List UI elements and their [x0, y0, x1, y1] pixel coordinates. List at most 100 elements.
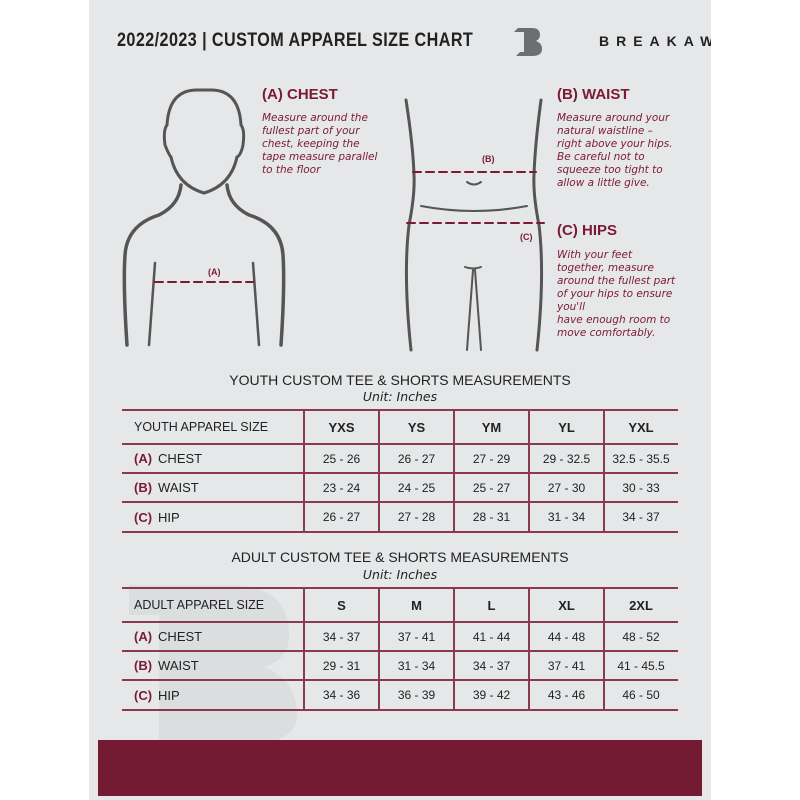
measurement-value: 41 - 45.5 — [617, 658, 665, 673]
column-divider — [453, 587, 455, 709]
row-label-cell: (A) CHEST — [122, 445, 304, 472]
measure-tag: (B) — [134, 658, 153, 673]
measurement-value: 36 - 39 — [397, 688, 436, 702]
value-cell: 31 - 34 — [529, 503, 604, 531]
measurement-value: 48 - 52 — [622, 629, 660, 644]
row-label-cell: (A) CHEST — [122, 623, 304, 650]
value-cell: 28 - 31 — [454, 503, 529, 531]
column-divider — [603, 409, 605, 531]
size-label: YS — [407, 419, 426, 435]
value-cell: 25 - 27 — [454, 474, 529, 501]
size-header-cell: YS — [379, 411, 454, 443]
measurement-value: 30 - 33 — [622, 480, 660, 495]
value-cell: 29 - 32.5 — [529, 445, 604, 472]
row-label-cell: (B) WAIST — [122, 474, 304, 501]
value-cell: 25 - 26 — [304, 445, 379, 472]
value-cell: 34 - 37 — [454, 652, 529, 679]
measurement-value: 39 - 42 — [472, 688, 511, 702]
waist-heading: (B) WAIST — [557, 86, 630, 103]
value-cell: 37 - 41 — [529, 652, 604, 679]
value-cell: 31 - 34 — [379, 652, 454, 679]
measure-tag: (A) — [134, 451, 153, 466]
adult-table-title: ADULT CUSTOM TEE & SHORTS MEASUREMENTS — [231, 549, 569, 565]
value-cell: 26 - 27 — [304, 503, 379, 531]
measure-tag: (A) — [134, 629, 153, 644]
measure-label: HIP — [158, 509, 180, 525]
value-cell: 27 - 29 — [454, 445, 529, 472]
waist-description: Measure around your natural waistline – … — [557, 112, 673, 189]
brand-name: BREAKAWAY — [599, 33, 711, 49]
measurement-value: 23 - 24 — [322, 480, 361, 495]
value-cell: 29 - 31 — [304, 652, 379, 679]
value-cell: 41 - 44 — [454, 623, 529, 650]
value-cell: 44 - 48 — [529, 623, 604, 650]
table-rule — [122, 587, 678, 589]
measure-label: HIP — [158, 687, 180, 703]
table-rule — [122, 679, 678, 681]
table-rule — [122, 621, 678, 623]
row-label-cell: (C) HIP — [122, 503, 304, 531]
waist-marker: (B) — [482, 154, 495, 164]
size-chart-page: 2022/2023 | CUSTOM APPAREL SIZE CHART BR… — [89, 0, 711, 800]
measure-tag: (C) — [134, 509, 153, 525]
measurement-value: 34 - 37 — [472, 658, 511, 673]
size-header-cell: YXL — [604, 411, 678, 443]
value-cell: 43 - 46 — [529, 681, 604, 709]
size-label: YXS — [328, 419, 355, 435]
measurement-value: 37 - 41 — [547, 658, 586, 673]
measurement-value: 29 - 31 — [322, 658, 361, 673]
size-label: L — [487, 597, 496, 613]
value-cell: 27 - 30 — [529, 474, 604, 501]
chest-heading: (A) CHEST — [262, 86, 338, 103]
measurement-value: 44 - 48 — [547, 629, 586, 644]
value-cell: 34 - 37 — [304, 623, 379, 650]
table-rule — [122, 531, 678, 533]
value-cell: 41 - 45.5 — [604, 652, 678, 679]
measurement-value: 34 - 36 — [322, 688, 361, 702]
hips-description: With your feet together, measure around … — [557, 249, 676, 339]
measurement-value: 29 - 32.5 — [542, 451, 591, 466]
chest-description: Measure around the fullest part of your … — [262, 112, 378, 176]
measurement-value: 24 - 25 — [397, 480, 436, 495]
column-divider — [303, 587, 305, 709]
row-label-cell: (B) WAIST — [122, 652, 304, 679]
table-rule — [122, 501, 678, 503]
table-rule — [122, 650, 678, 652]
size-header-cell: S — [304, 589, 379, 621]
measurement-value: 27 - 29 — [472, 451, 511, 466]
size-label: YXL — [628, 419, 654, 435]
size-label: XL — [558, 597, 575, 613]
size-header-cell: YL — [529, 411, 604, 443]
value-cell: 37 - 41 — [379, 623, 454, 650]
column-divider — [303, 409, 305, 531]
header-cell: ADULT APPAREL SIZE — [122, 589, 304, 621]
measurement-value: 34 - 37 — [622, 510, 660, 524]
size-label: M — [411, 597, 422, 613]
measurement-value: 43 - 46 — [547, 688, 586, 702]
watermark-b-logo — [129, 585, 297, 745]
value-cell: 26 - 27 — [379, 445, 454, 472]
value-cell: 30 - 33 — [604, 474, 678, 501]
measurement-value: 31 - 34 — [397, 658, 436, 673]
value-cell: 32.5 - 35.5 — [604, 445, 678, 472]
upper-body-figure — [122, 88, 286, 347]
measurement-value: 27 - 28 — [397, 510, 436, 524]
size-label: S — [337, 597, 346, 613]
size-label: YM — [481, 419, 502, 435]
measure-label: WAIST — [158, 480, 199, 495]
value-cell: 39 - 42 — [454, 681, 529, 709]
size-header-cell: M — [379, 589, 454, 621]
measurement-value: 25 - 26 — [322, 451, 361, 466]
corner-label: YOUTH APPAREL SIZE — [134, 420, 269, 434]
value-cell: 36 - 39 — [379, 681, 454, 709]
youth-table-title: YOUTH CUSTOM TEE & SHORTS MEASUREMENTS — [229, 372, 571, 388]
adult-table-unit: Unit: Inches — [362, 567, 438, 582]
measurement-value: 27 - 30 — [547, 480, 586, 495]
column-divider — [453, 409, 455, 531]
size-header-cell: YXS — [304, 411, 379, 443]
header-cell: YOUTH APPAREL SIZE — [122, 411, 304, 443]
measurement-value: 31 - 34 — [547, 510, 586, 524]
value-cell: 23 - 24 — [304, 474, 379, 501]
measurement-value: 26 - 27 — [397, 451, 436, 466]
measurement-value: 25 - 27 — [472, 480, 511, 495]
